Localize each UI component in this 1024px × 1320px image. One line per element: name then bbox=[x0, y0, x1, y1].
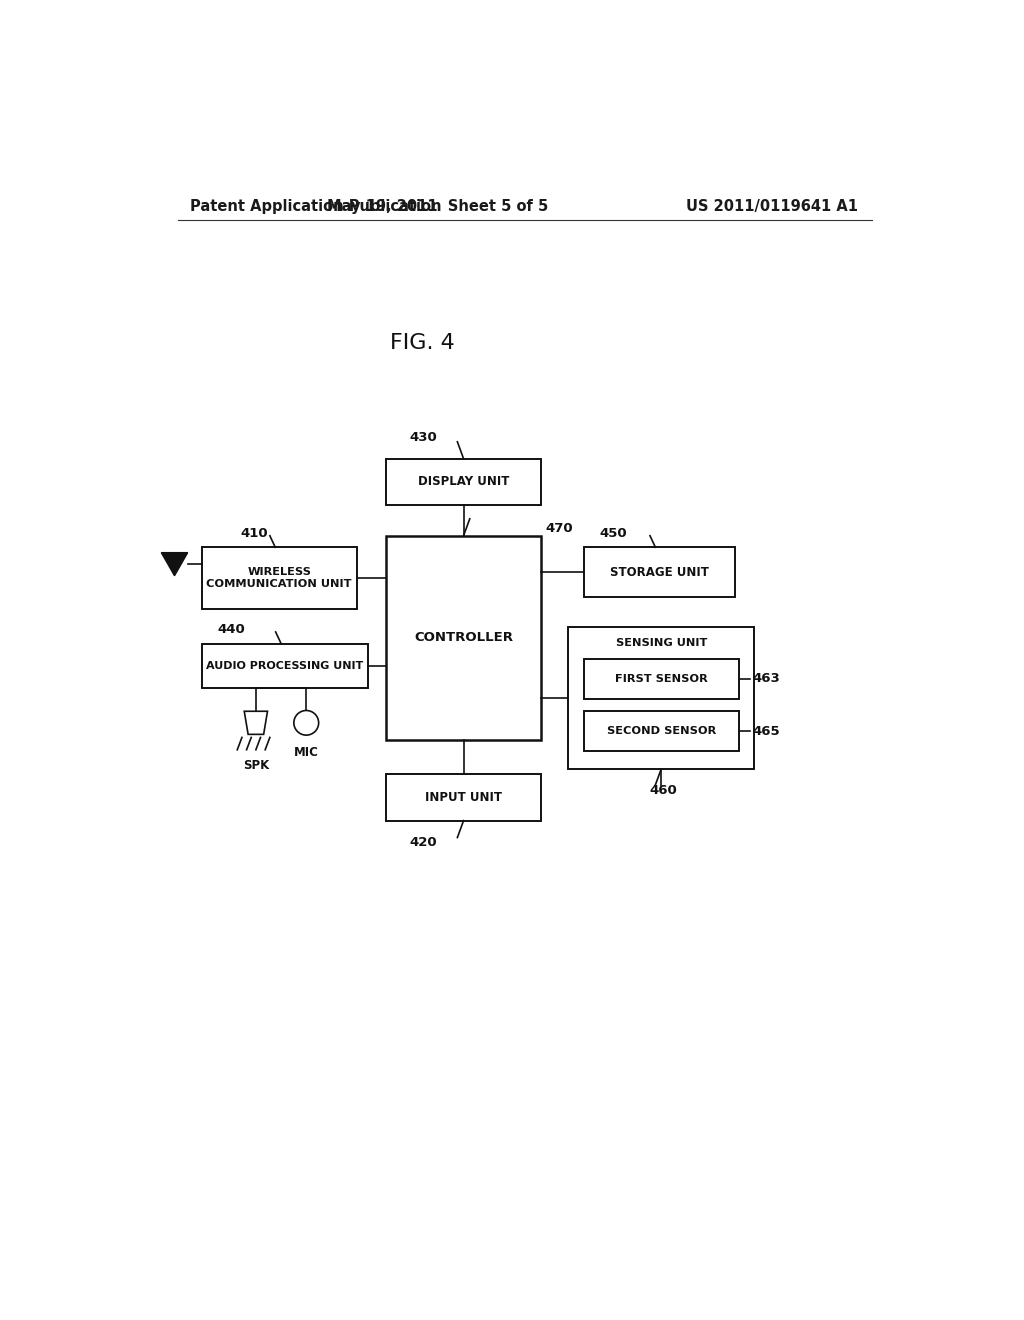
Polygon shape bbox=[245, 711, 267, 734]
Text: 465: 465 bbox=[753, 725, 780, 738]
Bar bbox=[584, 711, 738, 751]
Circle shape bbox=[294, 710, 318, 735]
Text: 463: 463 bbox=[753, 672, 780, 685]
Bar bbox=[386, 459, 541, 506]
Text: CONTROLLER: CONTROLLER bbox=[414, 631, 513, 644]
Text: WIRELESS
COMMUNICATION UNIT: WIRELESS COMMUNICATION UNIT bbox=[207, 568, 352, 589]
Bar bbox=[386, 536, 541, 739]
Text: US 2011/0119641 A1: US 2011/0119641 A1 bbox=[686, 198, 858, 214]
Text: 450: 450 bbox=[599, 527, 627, 540]
Text: 420: 420 bbox=[410, 836, 437, 849]
Text: 440: 440 bbox=[217, 623, 245, 636]
Text: 470: 470 bbox=[545, 521, 572, 535]
Text: AUDIO PROCESSING UNIT: AUDIO PROCESSING UNIT bbox=[206, 661, 364, 671]
Text: May 19, 2011  Sheet 5 of 5: May 19, 2011 Sheet 5 of 5 bbox=[328, 198, 549, 214]
Text: SECOND SENSOR: SECOND SENSOR bbox=[606, 726, 716, 737]
Text: FIRST SENSOR: FIRST SENSOR bbox=[614, 675, 708, 684]
Bar bbox=[568, 627, 755, 770]
Text: 430: 430 bbox=[410, 430, 437, 444]
Text: STORAGE UNIT: STORAGE UNIT bbox=[610, 566, 709, 578]
Text: SPK: SPK bbox=[243, 759, 269, 772]
Bar bbox=[584, 548, 735, 598]
Text: DISPLAY UNIT: DISPLAY UNIT bbox=[418, 475, 509, 488]
Text: MIC: MIC bbox=[294, 746, 318, 759]
Text: 460: 460 bbox=[649, 784, 677, 797]
Text: INPUT UNIT: INPUT UNIT bbox=[425, 791, 502, 804]
Bar bbox=[202, 548, 356, 609]
Text: FIG. 4: FIG. 4 bbox=[390, 333, 455, 354]
Bar bbox=[584, 659, 738, 700]
Bar bbox=[386, 775, 541, 821]
Text: Patent Application Publication: Patent Application Publication bbox=[190, 198, 441, 214]
Bar bbox=[202, 644, 369, 688]
Text: 410: 410 bbox=[241, 527, 268, 540]
Text: SENSING UNIT: SENSING UNIT bbox=[615, 639, 707, 648]
Polygon shape bbox=[162, 553, 187, 576]
